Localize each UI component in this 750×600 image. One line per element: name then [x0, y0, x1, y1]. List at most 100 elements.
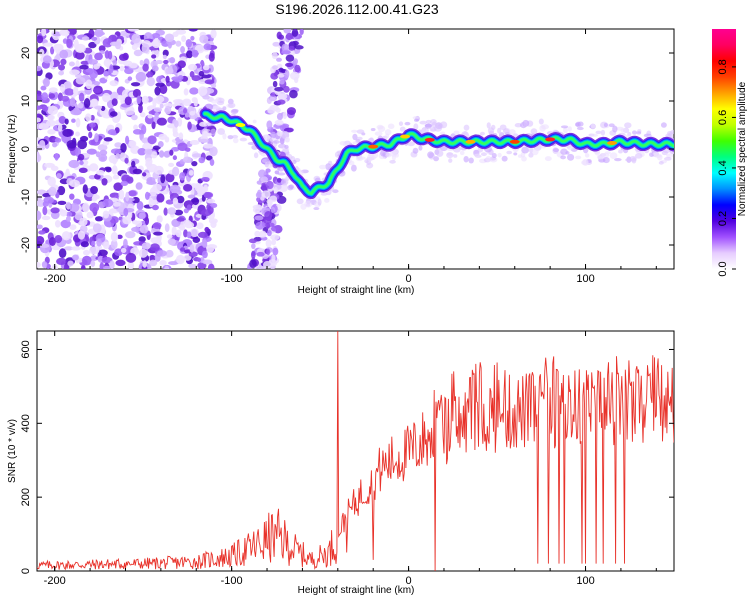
noise-blob [110, 208, 117, 214]
noise-blob [277, 73, 285, 78]
noise-blob [120, 142, 127, 153]
noise-blob [91, 36, 98, 41]
noise-blob [151, 33, 161, 39]
chart-title: S196.2026.112.00.41.G23 [275, 1, 438, 17]
noise-blob [266, 120, 273, 130]
noise-blob [37, 65, 42, 72]
noise-blob [88, 139, 96, 146]
noise-blob [42, 201, 49, 207]
halo-blob [574, 122, 580, 127]
noise-blob [37, 117, 42, 123]
noise-blob [270, 206, 276, 214]
noise-blob [54, 153, 59, 161]
colorbar-tick-label: 0.2 [717, 211, 729, 226]
noise-blob [201, 74, 212, 79]
noise-blob [46, 119, 56, 127]
noise-blob [197, 231, 208, 238]
halo-blob [319, 164, 327, 170]
noise-blob [138, 236, 146, 243]
halo-blob [222, 106, 227, 111]
noise-blob [109, 80, 119, 87]
noise-blob [265, 180, 274, 190]
halo-blob [538, 118, 544, 125]
ridge-hotspot [509, 139, 520, 144]
noise-blob [186, 204, 192, 211]
noise-blob [139, 224, 149, 234]
x-tick-label: -100 [221, 273, 243, 285]
halo-blob [560, 155, 566, 160]
halo-blob [440, 121, 448, 129]
noise-blob [182, 219, 192, 226]
noise-blob [53, 43, 64, 52]
noise-blob [203, 191, 214, 199]
noise-blob [94, 132, 99, 143]
noise-blob [77, 230, 86, 240]
y-tick-label: -20 [20, 237, 32, 253]
noise-blob [145, 71, 154, 78]
noise-blob [48, 186, 57, 197]
noise-blob [125, 191, 130, 202]
noise-blob [68, 61, 75, 67]
spectrogram-x-ticks: -200 -100 0 100 [44, 29, 657, 285]
halo-blob [424, 123, 432, 129]
noise-blob [201, 250, 208, 259]
colorbar: 0.0 0.2 0.4 0.6 0.8 Normalized spectral ampl… [712, 29, 748, 277]
noise-blob [128, 140, 137, 148]
noise-blob [102, 38, 113, 48]
noise-blob [54, 234, 63, 244]
halo-blob [604, 151, 611, 155]
halo-blob [320, 192, 328, 196]
noise-blob [254, 230, 261, 238]
noise-blob [279, 137, 285, 145]
noise-blob [250, 250, 256, 259]
noise-blob [144, 191, 150, 200]
noise-blob [119, 151, 127, 161]
noise-blob [42, 55, 52, 64]
noise-blob [47, 129, 56, 135]
noise-blob [156, 215, 163, 223]
noise-blob [37, 152, 41, 162]
noise-blob [172, 197, 179, 205]
colorbar-tick-label: 0.0 [717, 261, 729, 276]
halo-blob [412, 116, 419, 120]
noise-blob [183, 229, 188, 238]
noise-blob [168, 261, 179, 266]
halo-blob [387, 123, 395, 130]
noise-blob [83, 98, 91, 109]
noise-blob [173, 98, 184, 104]
noise-blob [131, 33, 141, 44]
noise-blob [105, 167, 112, 173]
spectrogram-y-axis-title: Frequency (Hz) [7, 115, 18, 184]
noise-blob [264, 211, 273, 221]
noise-blob [42, 42, 53, 47]
noise-blob [265, 222, 271, 229]
halo-blob [531, 148, 539, 156]
noise-blob [201, 176, 210, 182]
halo-blob [389, 151, 398, 157]
noise-blob [59, 29, 70, 36]
noise-blob [174, 209, 184, 216]
halo-blob [439, 131, 446, 135]
noise-blob [125, 252, 137, 263]
snr-y-axis-title: SNR (10 * v/v) [7, 419, 18, 483]
halo-blob [658, 161, 664, 165]
noise-blob [183, 88, 189, 96]
halo-blob [463, 155, 469, 163]
noise-blob [67, 260, 74, 267]
noise-blob [61, 231, 71, 241]
noise-blob [164, 136, 170, 143]
noise-blob [167, 207, 177, 215]
noise-blob [47, 105, 59, 115]
noise-blob [75, 131, 80, 137]
noise-blob [91, 98, 99, 107]
noise-blob [210, 220, 217, 229]
noise-blob [183, 108, 188, 114]
noise-blob [48, 93, 56, 99]
noise-blob [283, 29, 292, 34]
noise-blob [88, 174, 96, 180]
halo-blob [479, 131, 485, 136]
noise-blob [191, 153, 203, 158]
noise-blob [192, 236, 201, 243]
ridge-hotspot [465, 139, 476, 144]
halo-blob [669, 150, 674, 155]
